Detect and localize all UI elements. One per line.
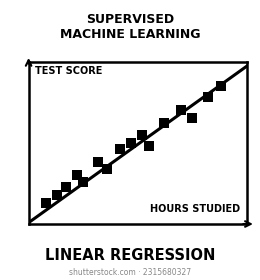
Text: SUPERVISED
MACHINE LEARNING: SUPERVISED MACHINE LEARNING [60, 13, 200, 41]
Point [140, 132, 144, 137]
Point [75, 173, 79, 178]
Point [55, 193, 59, 197]
Point [147, 144, 151, 148]
Point [81, 179, 85, 184]
Point [162, 121, 166, 125]
Point [64, 185, 68, 189]
Point [129, 141, 133, 145]
Point [105, 167, 109, 171]
Point [190, 116, 194, 121]
Point [179, 108, 184, 113]
Text: LINEAR REGRESSION: LINEAR REGRESSION [45, 248, 215, 263]
Point [96, 160, 101, 165]
Point [44, 201, 48, 205]
Text: HOURS STUDIED: HOURS STUDIED [150, 204, 241, 214]
Point [118, 147, 122, 151]
Point [219, 84, 223, 88]
Text: shutterstock.com · 2315680327: shutterstock.com · 2315680327 [69, 268, 191, 277]
Point [206, 95, 210, 100]
Text: TEST SCORE: TEST SCORE [35, 66, 102, 76]
